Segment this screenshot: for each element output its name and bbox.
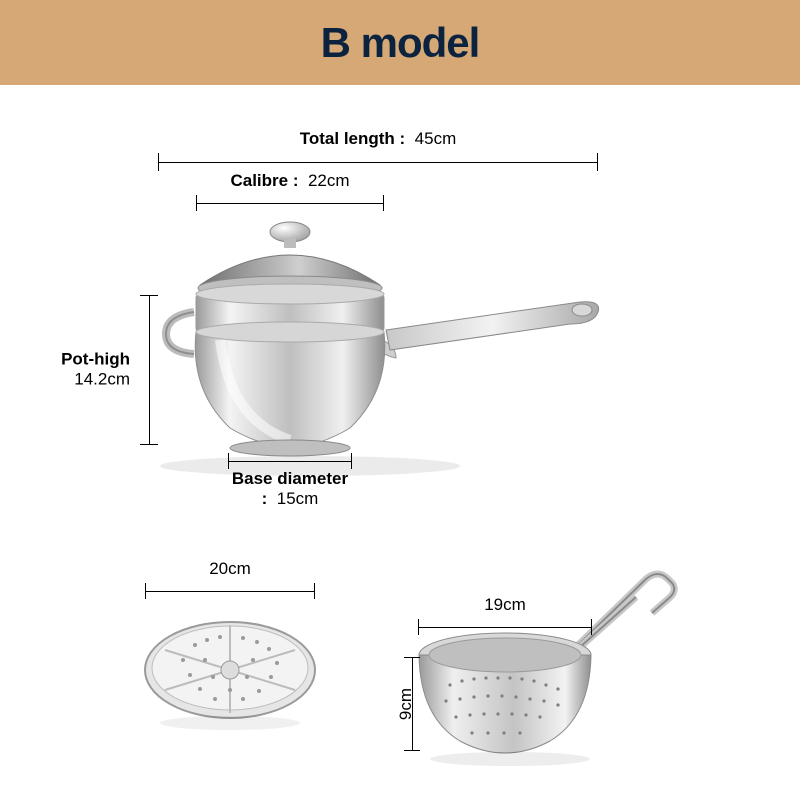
dim-rack-val: 20cm	[209, 559, 251, 578]
steamer-rack-drawing	[135, 605, 325, 735]
dim-pot-high-val: 14.2cm	[74, 370, 130, 389]
dim-pot-high-label: Pot-high	[20, 350, 130, 370]
dim-base-val: 15cm	[277, 489, 319, 508]
main-pot-drawing	[150, 190, 610, 480]
dim-total-length-label: Total length :	[300, 129, 405, 148]
dim-rack-width: 20cm	[145, 583, 315, 599]
dim-calibre: Calibre : 22cm	[196, 195, 384, 211]
dim-calibre-val: 22cm	[308, 171, 350, 190]
dim-calibre-label: Calibre :	[230, 171, 298, 190]
dim-basket-width-val: 19cm	[484, 595, 526, 614]
dim-total-length: Total length : 45cm	[158, 153, 598, 171]
dim-basket-height: 9cm	[404, 657, 420, 751]
strainer-basket-drawing	[400, 555, 700, 775]
dim-base: Base diameter : 15cm	[228, 461, 352, 491]
model-title: B model	[321, 19, 480, 67]
dim-basket-width: 19cm	[418, 619, 592, 635]
diagram-canvas: Total length : 45cm Calibre : 22cm Pot-h…	[0, 85, 800, 800]
header-band: B model	[0, 0, 800, 85]
dim-pot-high: Pot-high14.2cm	[140, 295, 158, 445]
dim-basket-height-val: 9cm	[396, 688, 416, 720]
dim-total-length-val: 45cm	[415, 129, 457, 148]
